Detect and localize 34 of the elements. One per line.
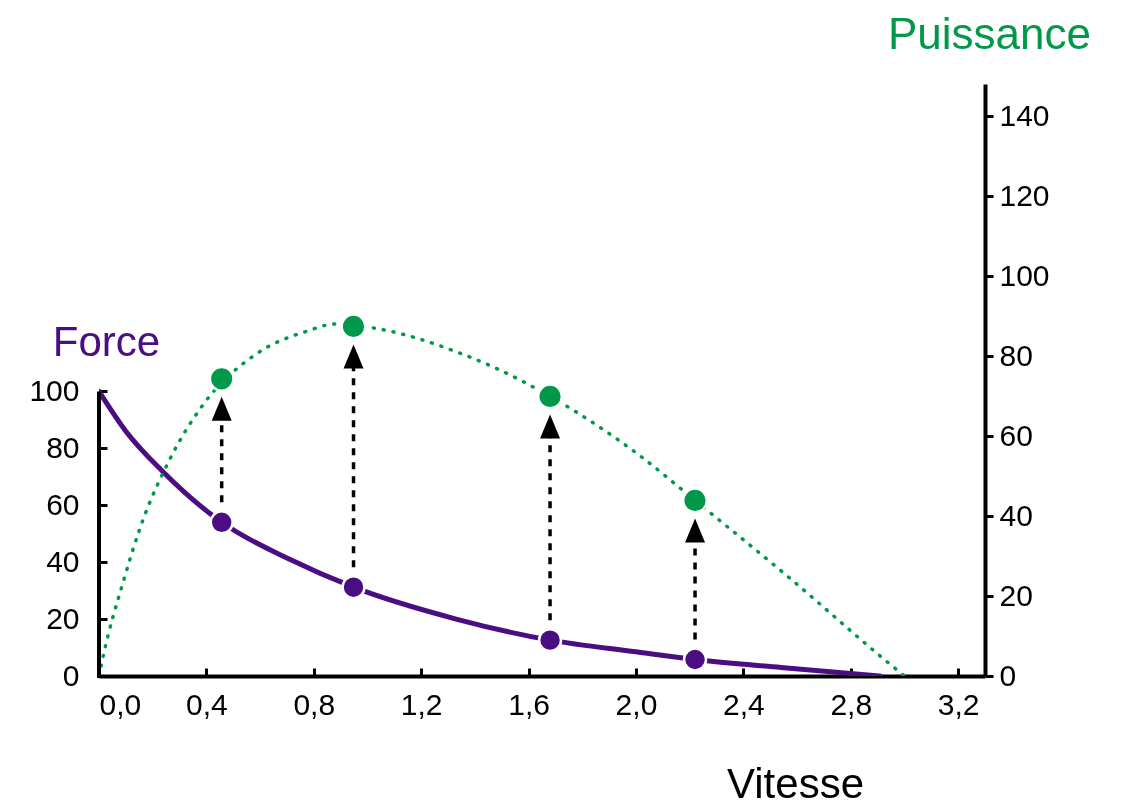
y-tick-label: 20	[46, 601, 80, 635]
y2-tick-label: 80	[999, 338, 1033, 372]
x-tick-label: 2,0	[615, 687, 658, 721]
y2-tick-label: 20	[999, 578, 1033, 612]
x-tick-label: 2,8	[830, 687, 873, 721]
point	[340, 313, 367, 340]
y2-tick-label: 40	[999, 498, 1033, 532]
y2-tick-label: 100	[999, 258, 1050, 292]
x-axis-title: Vitesse	[727, 759, 864, 807]
y-tick-label: 60	[46, 487, 80, 521]
x-tick-label: 2,4	[723, 687, 765, 721]
x-tick-label: 0,0	[99, 687, 142, 721]
y-tick-label: 40	[46, 544, 80, 578]
point	[681, 487, 709, 514]
x-tick-label: 3,2	[937, 687, 980, 721]
y-axis-title: Force	[52, 317, 161, 365]
y2-tick-label: 0	[999, 658, 1017, 692]
point	[208, 365, 235, 392]
x-tick-label: 0,4	[186, 687, 228, 721]
point	[209, 510, 234, 535]
y-tick-label: 80	[46, 430, 80, 464]
point	[537, 627, 563, 653]
point	[341, 575, 366, 600]
x-tick-label: 0,8	[293, 687, 336, 721]
x-tick-label: 1,2	[400, 687, 443, 721]
point	[682, 647, 708, 672]
x-tick-label: 1,6	[508, 687, 550, 721]
y2-axis-title: Puissance	[887, 8, 1092, 58]
y2-tick-label: 60	[999, 418, 1033, 452]
y2-tick-label: 140	[999, 98, 1050, 132]
point	[536, 383, 564, 410]
y2-tick-label: 120	[999, 178, 1050, 212]
y-tick-label: 0	[62, 658, 80, 692]
y-tick-label: 100	[29, 373, 80, 407]
